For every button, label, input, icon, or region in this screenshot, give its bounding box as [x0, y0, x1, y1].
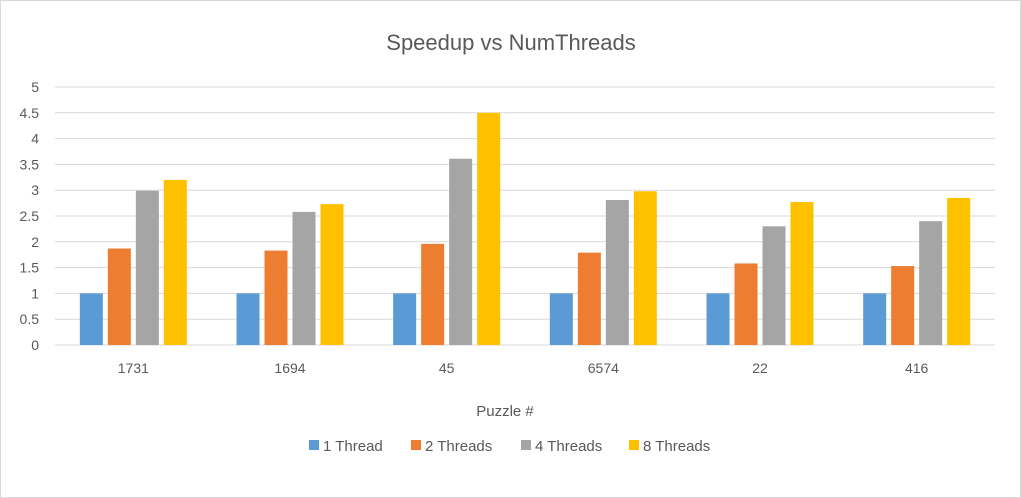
bar-6574-series-4 — [633, 191, 657, 345]
bar-6574-series-3 — [605, 200, 629, 345]
x-axis-ticks: 1731 1694 45 6574 22 416 — [118, 360, 929, 376]
legend-swatch — [309, 440, 319, 450]
bar-416-series-2 — [891, 266, 915, 345]
legend-label: 1 Thread — [323, 438, 383, 455]
bar-22-series-2 — [734, 263, 758, 345]
y-tick-label: 1 — [31, 285, 39, 301]
x-tick-label: 22 — [752, 360, 768, 376]
bar-1694-series-4 — [320, 204, 344, 345]
gridlines — [55, 86, 995, 346]
legend: 1 Thread 2 Threads 4 Threads 8 Threads — [309, 438, 710, 455]
bar-22-series-4 — [790, 202, 814, 345]
y-tick-label: 4 — [31, 131, 39, 147]
y-tick-label: 3.5 — [20, 156, 40, 172]
legend-swatch — [629, 440, 639, 450]
legend-label: 4 Threads — [535, 438, 602, 455]
legend-swatch — [521, 440, 531, 450]
bar-45-series-3 — [449, 158, 473, 345]
y-tick-label: 5 — [31, 79, 39, 95]
bar-1694-series-3 — [292, 211, 316, 345]
bar-1694-series-2 — [264, 250, 288, 345]
x-tick-label: 1694 — [274, 360, 305, 376]
legend-swatch — [411, 440, 421, 450]
legend-label: 2 Threads — [425, 438, 492, 455]
y-tick-label: 2.5 — [20, 208, 40, 224]
y-axis-ticks: 0 0.5 1 1.5 2 2.5 3 3.5 4 4.5 5 — [20, 79, 40, 353]
bar-416-series-1 — [863, 293, 887, 345]
bar-22-series-3 — [762, 226, 786, 345]
bars — [79, 112, 971, 345]
bar-45-series-1 — [393, 293, 417, 345]
bar-416-series-4 — [947, 197, 971, 345]
bar-22-series-1 — [706, 293, 730, 345]
x-tick-label: 45 — [439, 360, 455, 376]
chart-title: Speedup vs NumThreads — [386, 30, 635, 55]
x-tick-label: 6574 — [588, 360, 619, 376]
y-tick-label: 0 — [31, 337, 39, 353]
y-tick-label: 0.5 — [20, 311, 40, 327]
x-tick-label: 416 — [905, 360, 929, 376]
bar-45-series-2 — [421, 243, 445, 345]
bar-1694-series-1 — [236, 293, 260, 345]
y-tick-label: 3 — [31, 182, 39, 198]
bar-45-series-4 — [477, 112, 501, 345]
bar-1731-series-3 — [135, 190, 159, 345]
x-tick-label: 1731 — [118, 360, 149, 376]
y-tick-label: 4.5 — [20, 105, 40, 121]
bar-6574-series-2 — [577, 252, 601, 345]
x-axis-title: Puzzle # — [476, 403, 534, 420]
bar-416-series-3 — [919, 221, 943, 345]
y-tick-label: 2 — [31, 234, 39, 250]
bar-1731-series-2 — [107, 248, 131, 345]
bar-1731-series-4 — [163, 179, 187, 345]
bar-1731-series-1 — [79, 293, 103, 345]
y-tick-label: 1.5 — [20, 260, 40, 276]
bar-6574-series-1 — [549, 293, 573, 345]
legend-label: 8 Threads — [643, 438, 710, 455]
